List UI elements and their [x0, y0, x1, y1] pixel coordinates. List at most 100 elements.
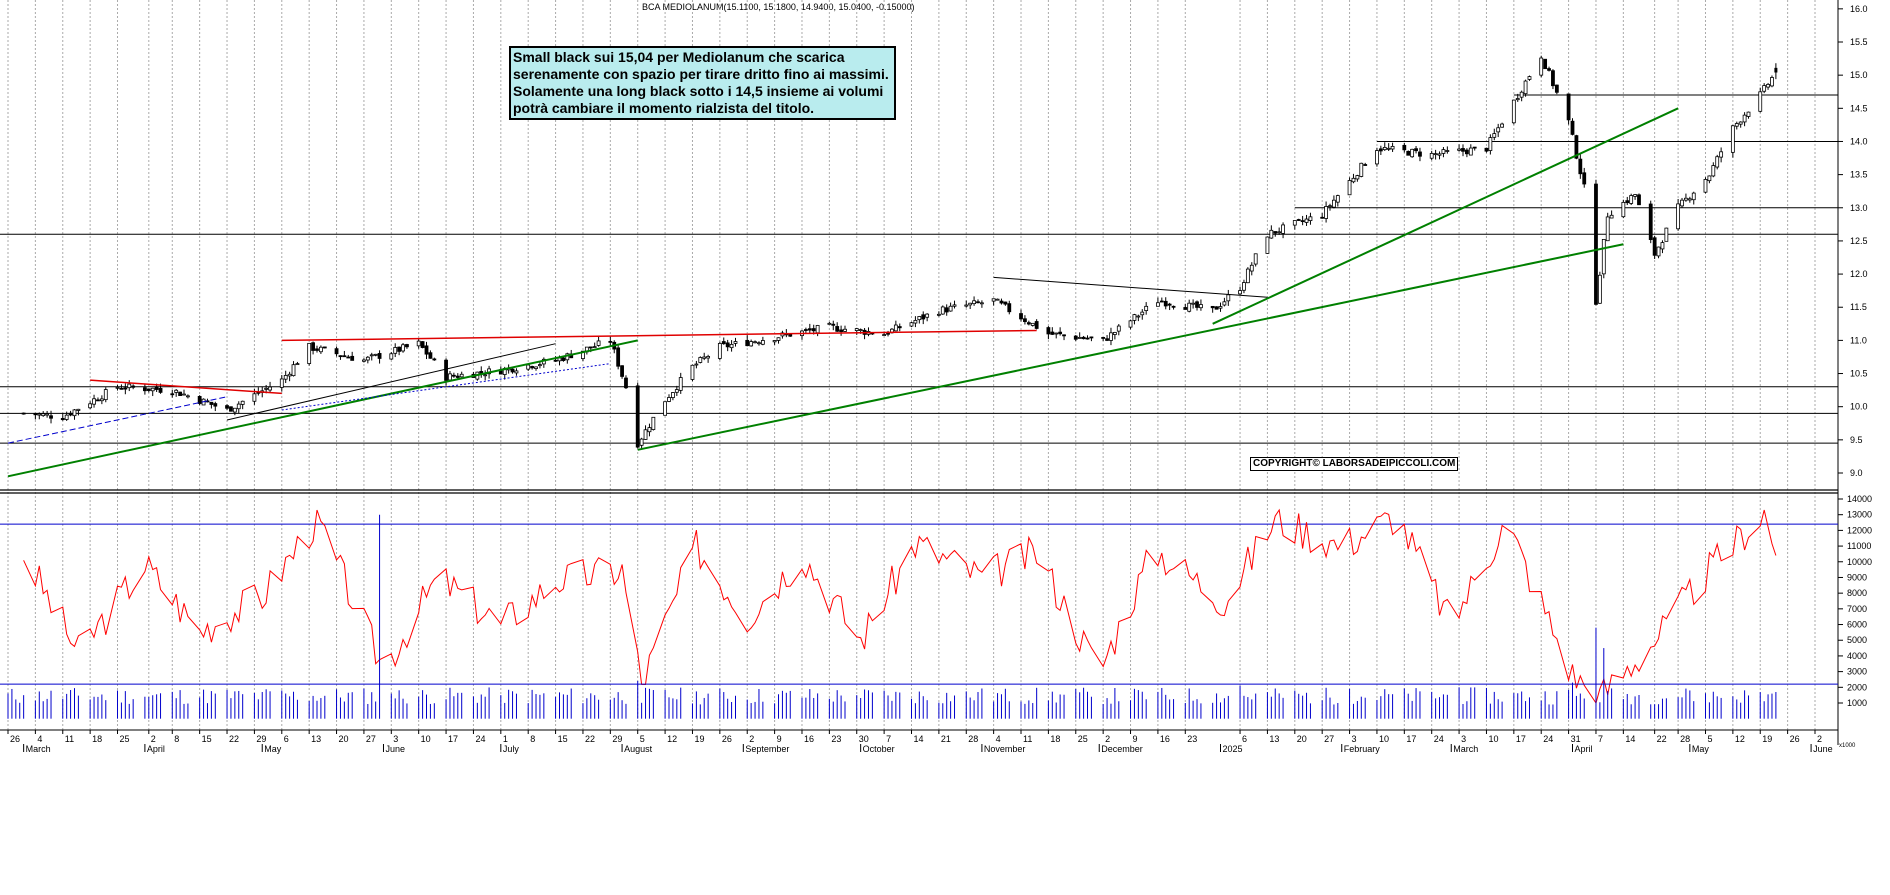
candle-body: [76, 408, 81, 411]
oscillator-tick-label: 1000: [1847, 698, 1867, 708]
date-tick-label: 3: [1461, 734, 1466, 744]
candle-body: [41, 413, 46, 417]
candle-body: [1766, 84, 1770, 88]
candlestick-series: [21, 55, 1778, 450]
date-tick-label: 1: [503, 734, 508, 744]
candle-body: [432, 358, 437, 361]
candle-body: [839, 329, 843, 332]
candle-body: [186, 395, 190, 398]
candle-body: [37, 413, 42, 416]
candle-body: [1664, 227, 1669, 242]
candle-body: [725, 342, 730, 348]
candle-body: [1770, 77, 1774, 87]
candle-body: [1073, 335, 1078, 340]
candle-body: [291, 364, 296, 377]
candle-body: [596, 340, 601, 346]
candle-body: [1081, 336, 1086, 340]
date-tick-label: 23: [1187, 734, 1197, 744]
candle-body: [1034, 321, 1039, 329]
candle-body: [1277, 231, 1282, 234]
candle-body: [1652, 237, 1657, 256]
candle-body: [1085, 337, 1090, 340]
candle-body: [972, 300, 976, 305]
candle-body: [561, 357, 566, 361]
candle-body: [416, 340, 421, 347]
candle-body: [1116, 325, 1121, 332]
date-tick-label: 24: [1434, 734, 1444, 744]
candle-body: [1519, 91, 1524, 98]
candle-body: [1269, 229, 1274, 239]
candle-body: [1191, 302, 1196, 305]
candle-body: [1437, 153, 1442, 156]
analysis-annotation: Small black sui 15,04 per Mediolanum che…: [509, 46, 896, 120]
candle-body: [33, 412, 38, 416]
candle-body: [428, 352, 433, 359]
price-tick-label: 9.5: [1850, 435, 1863, 445]
candle-body: [72, 409, 77, 417]
price-tick-label: 15.0: [1850, 70, 1868, 80]
candle-body: [1738, 121, 1743, 125]
date-tick-label: 11: [1023, 734, 1032, 744]
month-label: August: [624, 744, 653, 754]
candle-body: [99, 398, 104, 402]
candle-body: [1601, 238, 1606, 275]
candle-body: [893, 324, 898, 332]
date-tick-label: 15: [202, 734, 212, 744]
candle-body: [964, 304, 969, 307]
candle-body: [174, 389, 179, 393]
candle-body: [526, 364, 531, 370]
candle-body: [1758, 91, 1763, 112]
candle-body: [127, 383, 132, 389]
candle-body: [925, 313, 930, 318]
candle-body: [1500, 123, 1504, 128]
candle-body: [706, 356, 711, 359]
candle-body: [1218, 306, 1223, 309]
candle-body: [1046, 327, 1051, 335]
candle-body: [451, 374, 456, 377]
candle-body: [1543, 58, 1548, 70]
candle-body: [1332, 199, 1336, 208]
oscillator-tick-label: 14000: [1847, 494, 1872, 504]
date-tick-label: 23: [831, 734, 841, 744]
candle-body: [1574, 135, 1579, 159]
candle-body: [1292, 220, 1297, 226]
candle-body: [1648, 203, 1653, 240]
volume-panel: [0, 514, 1838, 719]
candle-body: [624, 377, 628, 389]
candle-body: [1296, 219, 1301, 221]
candle-body: [1734, 123, 1739, 127]
candle-body: [401, 344, 405, 352]
month-label: March: [26, 744, 51, 754]
date-tick-label: 6: [284, 734, 289, 744]
date-tick-label: 2: [1105, 734, 1110, 744]
date-tick-label: 15: [558, 734, 568, 744]
candle-body: [448, 373, 452, 381]
candle-body: [1026, 322, 1031, 325]
candle-body: [154, 386, 159, 390]
volume-unit-label: x1000: [1839, 743, 1856, 749]
candle-body: [776, 337, 781, 341]
candle-body: [835, 326, 840, 332]
candle-body: [667, 397, 671, 402]
candle-body: [1062, 334, 1066, 337]
candle-body: [663, 401, 667, 416]
candle-body: [1597, 274, 1602, 304]
candle-body: [1472, 146, 1477, 149]
candle-body: [671, 392, 675, 399]
date-tick-label: 21: [941, 734, 951, 744]
candle-body: [1621, 201, 1626, 218]
date-tick-label: 8: [174, 734, 179, 744]
candle-body: [334, 348, 339, 355]
candle-body: [882, 334, 887, 336]
candle-body: [115, 386, 120, 389]
candle-body: [1746, 111, 1751, 117]
candle-body: [319, 346, 323, 353]
candle-body: [538, 364, 542, 367]
candle-body: [1359, 162, 1364, 177]
candle-body: [1633, 194, 1637, 197]
candle-body: [264, 387, 269, 390]
candle-body: [150, 387, 155, 392]
month-label: September: [745, 744, 789, 754]
candle-body: [1554, 84, 1559, 93]
candle-body: [1629, 195, 1634, 204]
